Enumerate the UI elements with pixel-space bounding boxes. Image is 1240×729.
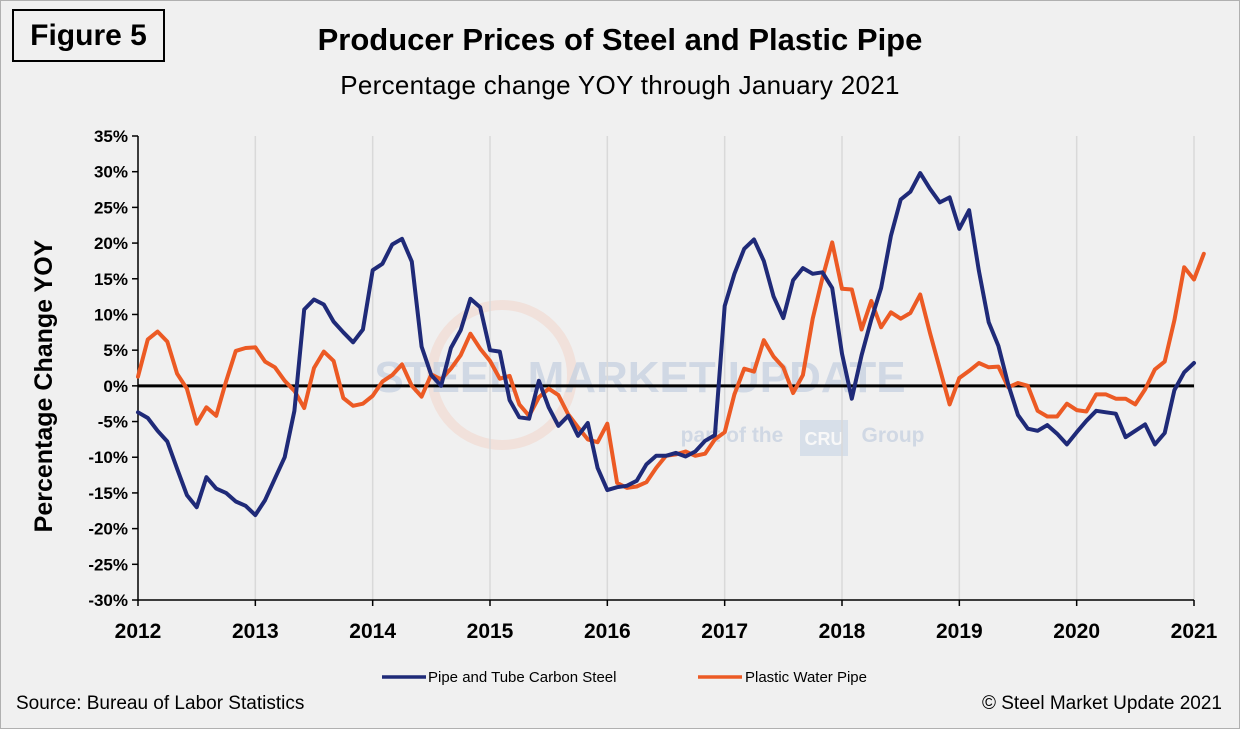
y-tick-label: -20% [88, 520, 128, 539]
y-tick-label: 30% [94, 163, 128, 182]
y-tick-label: 10% [94, 305, 128, 324]
x-tick-label: 2016 [584, 620, 631, 643]
source-note: Source: Bureau of Labor Statistics [16, 693, 305, 714]
chart-title: Producer Prices of Steel and Plastic Pip… [317, 22, 923, 57]
y-tick-label: -5% [98, 413, 128, 432]
series-layer [136, 171, 1206, 518]
y-axis-label: Percentage Change YOY [30, 239, 58, 532]
y-tick-label: 25% [94, 198, 128, 217]
x-tick-label: 2014 [349, 620, 396, 643]
y-tick-label: 15% [94, 270, 128, 289]
x-tick-label: 2013 [232, 620, 279, 643]
axes [137, 136, 1194, 601]
y-axis-ticks: -30% -25% -20% -15% -10% -5% 0% 5% 10% 15% 20% 25% 3… [88, 127, 138, 610]
y-tick-label: 5% [103, 341, 128, 360]
y-tick-label: -10% [88, 448, 128, 467]
x-tick-label: 2020 [1053, 620, 1100, 643]
y-tick-label: -30% [88, 591, 128, 610]
x-tick-label: 2017 [701, 620, 748, 643]
figure-badge: Figure 5 [12, 9, 165, 62]
copyright-note: © Steel Market Update 2021 [981, 693, 1222, 714]
y-tick-label: 20% [94, 234, 128, 253]
grid-lines [254, 136, 1195, 600]
watermark-cru-logo-icon [800, 420, 848, 456]
watermark-brand: STEEL MARKET UPDATE [374, 353, 905, 402]
y-tick-label: 35% [94, 127, 128, 146]
chart-subtitle: Percentage change YOY through January 20… [340, 70, 900, 100]
x-axis-ticks: 2012 2013 2014 2015 2016 2017 2018 2019 2020 2021 [115, 600, 1218, 643]
x-tick-label: 2019 [936, 620, 983, 643]
y-tick-label: 0% [103, 377, 128, 396]
legend: Pipe and Tube Carbon Steel Plastic Water… [382, 669, 867, 686]
watermark-tagline-prefix: part of the [681, 424, 784, 447]
y-tick-label: -15% [88, 484, 128, 503]
x-tick-label: 2015 [467, 620, 514, 643]
legend-label-plastic: Plastic Water Pipe [745, 669, 867, 686]
y-tick-label: -25% [88, 555, 128, 574]
watermark-tagline-suffix: Group [862, 424, 925, 447]
watermark-cru-text: CRU [805, 429, 844, 449]
series-line-steel [136, 171, 1196, 518]
x-tick-label: 2021 [1171, 620, 1218, 643]
x-tick-label: 2012 [115, 620, 162, 643]
legend-label-steel: Pipe and Tube Carbon Steel [428, 669, 616, 686]
x-tick-label: 2018 [819, 620, 866, 643]
watermark: STEEL MARKET UPDATE part of the CRU Grou… [374, 300, 925, 456]
